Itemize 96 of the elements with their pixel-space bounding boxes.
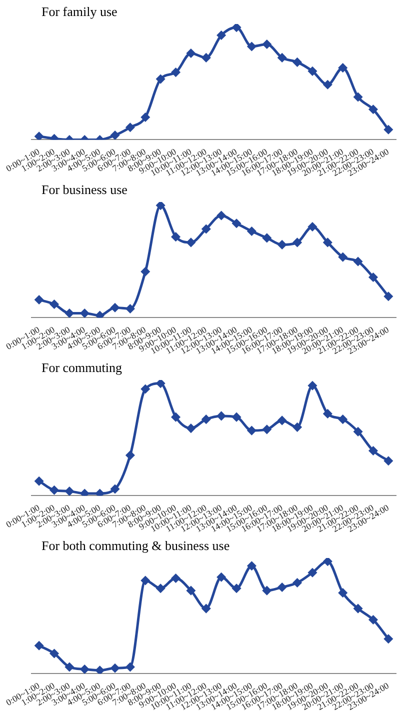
point bbox=[141, 576, 150, 585]
point bbox=[186, 586, 196, 595]
point bbox=[247, 562, 256, 570]
point bbox=[368, 446, 378, 456]
point bbox=[202, 224, 210, 234]
point bbox=[384, 125, 393, 134]
point bbox=[247, 426, 256, 435]
point bbox=[262, 40, 272, 48]
point bbox=[126, 451, 134, 460]
point bbox=[338, 64, 348, 72]
point bbox=[247, 226, 256, 236]
point bbox=[368, 616, 378, 624]
point bbox=[110, 303, 120, 312]
point bbox=[278, 240, 286, 249]
point bbox=[34, 476, 44, 486]
point bbox=[156, 380, 165, 388]
point bbox=[384, 634, 393, 644]
point bbox=[368, 273, 378, 282]
point bbox=[172, 232, 180, 242]
point bbox=[354, 92, 362, 102]
point bbox=[156, 202, 165, 210]
point bbox=[323, 238, 332, 247]
point bbox=[354, 427, 362, 436]
point bbox=[96, 666, 104, 674]
point bbox=[232, 584, 241, 593]
point bbox=[293, 58, 302, 66]
point bbox=[80, 664, 89, 674]
point bbox=[110, 664, 120, 672]
chart-title: For business use bbox=[41, 182, 128, 197]
point bbox=[338, 415, 348, 424]
point bbox=[323, 80, 332, 89]
point bbox=[232, 219, 241, 228]
point bbox=[308, 222, 317, 231]
point bbox=[217, 412, 226, 420]
point bbox=[278, 416, 286, 425]
point bbox=[217, 572, 226, 582]
point bbox=[34, 295, 44, 304]
point bbox=[308, 568, 317, 577]
point bbox=[186, 424, 196, 433]
point bbox=[293, 578, 302, 587]
point bbox=[34, 641, 44, 650]
point bbox=[202, 53, 210, 62]
point bbox=[141, 384, 150, 394]
point bbox=[126, 123, 134, 132]
point bbox=[202, 415, 210, 424]
point bbox=[338, 252, 348, 262]
point bbox=[126, 662, 134, 672]
point bbox=[156, 584, 165, 593]
point bbox=[278, 53, 286, 62]
point bbox=[202, 604, 210, 613]
point bbox=[217, 211, 226, 220]
point bbox=[65, 308, 74, 318]
point bbox=[262, 586, 272, 595]
point bbox=[50, 649, 59, 658]
point bbox=[308, 66, 317, 76]
point bbox=[141, 112, 150, 122]
point bbox=[65, 662, 74, 672]
point bbox=[65, 486, 74, 496]
point bbox=[293, 238, 302, 247]
point bbox=[384, 456, 393, 466]
point bbox=[50, 486, 59, 494]
point bbox=[34, 132, 44, 140]
point bbox=[354, 604, 362, 613]
point bbox=[126, 304, 134, 313]
point bbox=[323, 558, 332, 566]
point bbox=[110, 130, 120, 140]
point bbox=[293, 422, 302, 432]
point bbox=[262, 425, 272, 434]
point bbox=[96, 489, 104, 496]
point bbox=[278, 582, 286, 592]
point bbox=[156, 74, 165, 84]
point bbox=[217, 30, 226, 40]
point bbox=[96, 311, 104, 318]
point bbox=[368, 105, 378, 114]
point bbox=[323, 409, 332, 418]
point bbox=[172, 574, 180, 582]
point bbox=[354, 257, 362, 266]
point bbox=[110, 484, 120, 494]
point bbox=[172, 68, 180, 77]
point bbox=[384, 292, 393, 301]
point bbox=[232, 24, 241, 32]
point bbox=[141, 267, 150, 276]
chart-title: For both commuting & business use bbox=[41, 538, 230, 553]
chart-title: For family use bbox=[41, 4, 118, 19]
point bbox=[172, 412, 180, 422]
point bbox=[262, 234, 272, 242]
point bbox=[308, 381, 317, 390]
point bbox=[80, 308, 89, 318]
chart-title: For commuting bbox=[41, 360, 122, 375]
point bbox=[186, 238, 196, 247]
point bbox=[338, 588, 348, 598]
point bbox=[80, 489, 89, 496]
point bbox=[186, 48, 196, 58]
point bbox=[232, 412, 241, 422]
point bbox=[50, 300, 59, 308]
point bbox=[247, 42, 256, 51]
